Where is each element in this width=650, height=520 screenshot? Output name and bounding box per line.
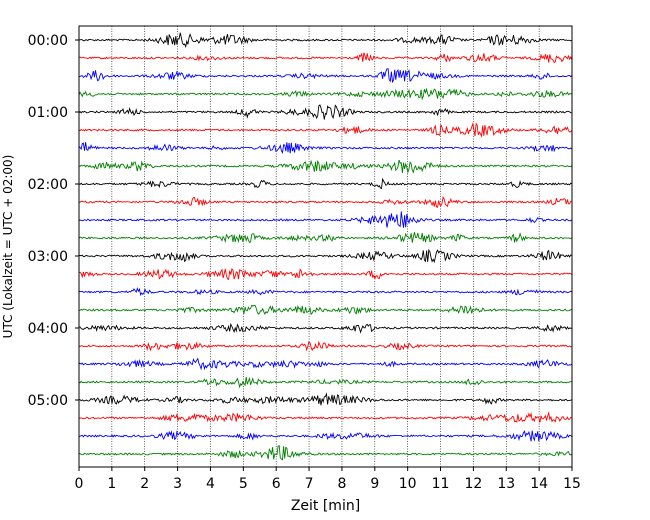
trace-04:45 <box>78 376 573 389</box>
trace-00:00 <box>78 32 572 49</box>
x-tick-label: 3 <box>173 476 182 492</box>
y-tick-label: 03:00 <box>28 249 68 265</box>
x-tick-label: 10 <box>399 476 417 492</box>
x-tick-label: 1 <box>107 476 116 492</box>
x-tick-label: 13 <box>497 476 515 492</box>
y-tick-label: 02:00 <box>28 177 68 193</box>
trace-02:45 <box>78 232 573 244</box>
y-axis-ticks: 00:00 01:00 02:00 03:00 04:00 05:00 <box>28 33 79 409</box>
x-tick-label: 5 <box>239 476 248 492</box>
trace-04:00 <box>78 322 572 334</box>
trace-05:30 <box>78 430 573 442</box>
trace-04:15 <box>78 340 572 352</box>
x-tick-label: 6 <box>272 476 281 492</box>
trace-03:15 <box>78 268 573 281</box>
trace-01:45 <box>78 159 573 174</box>
trace-00:30 <box>78 68 573 84</box>
x-tick-label: 2 <box>140 476 149 492</box>
x-tick-label: 8 <box>337 476 346 492</box>
trace-02:00 <box>78 177 573 190</box>
y-axis-label: UTC (Lokalzeit = UTC + 02:00) <box>1 155 15 339</box>
x-tick-label: 0 <box>75 476 84 492</box>
trace-01:00 <box>78 104 572 120</box>
trace-02:15 <box>78 195 572 208</box>
x-tick-label: 9 <box>370 476 379 492</box>
x-axis-ticks: 0 1 2 3 4 5 6 7 8 9 10 11 12 13 14 15 <box>75 467 581 492</box>
trace-05:00 <box>78 392 572 406</box>
trace-group <box>78 32 573 461</box>
x-axis-label: Zeit [min] <box>291 498 360 514</box>
trace-05:45 <box>78 445 573 461</box>
y-tick-label: 00:00 <box>28 33 68 49</box>
y-tick-label: 04:00 <box>28 321 68 337</box>
plot-frame <box>78 25 573 468</box>
x-tick-label: 15 <box>563 476 581 492</box>
trace-00:45 <box>78 87 573 101</box>
trace-03:00 <box>78 248 572 264</box>
vertical-gridlines <box>111 26 540 467</box>
trace-00:15 <box>78 52 573 64</box>
y-tick-label: 01:00 <box>28 105 68 121</box>
trace-03:45 <box>78 304 573 316</box>
x-tick-label: 14 <box>530 476 548 492</box>
trace-01:15 <box>78 122 573 138</box>
x-tick-label: 11 <box>432 476 450 492</box>
trace-05:15 <box>78 411 572 423</box>
trace-03:30 <box>78 287 573 297</box>
x-tick-label: 4 <box>206 476 215 492</box>
trace-01:30 <box>78 142 573 155</box>
x-tick-label: 12 <box>464 476 482 492</box>
trace-02:30 <box>78 211 573 228</box>
x-tick-label: 7 <box>305 476 314 492</box>
trace-04:30 <box>78 357 573 371</box>
y-tick-label: 05:00 <box>28 393 68 409</box>
